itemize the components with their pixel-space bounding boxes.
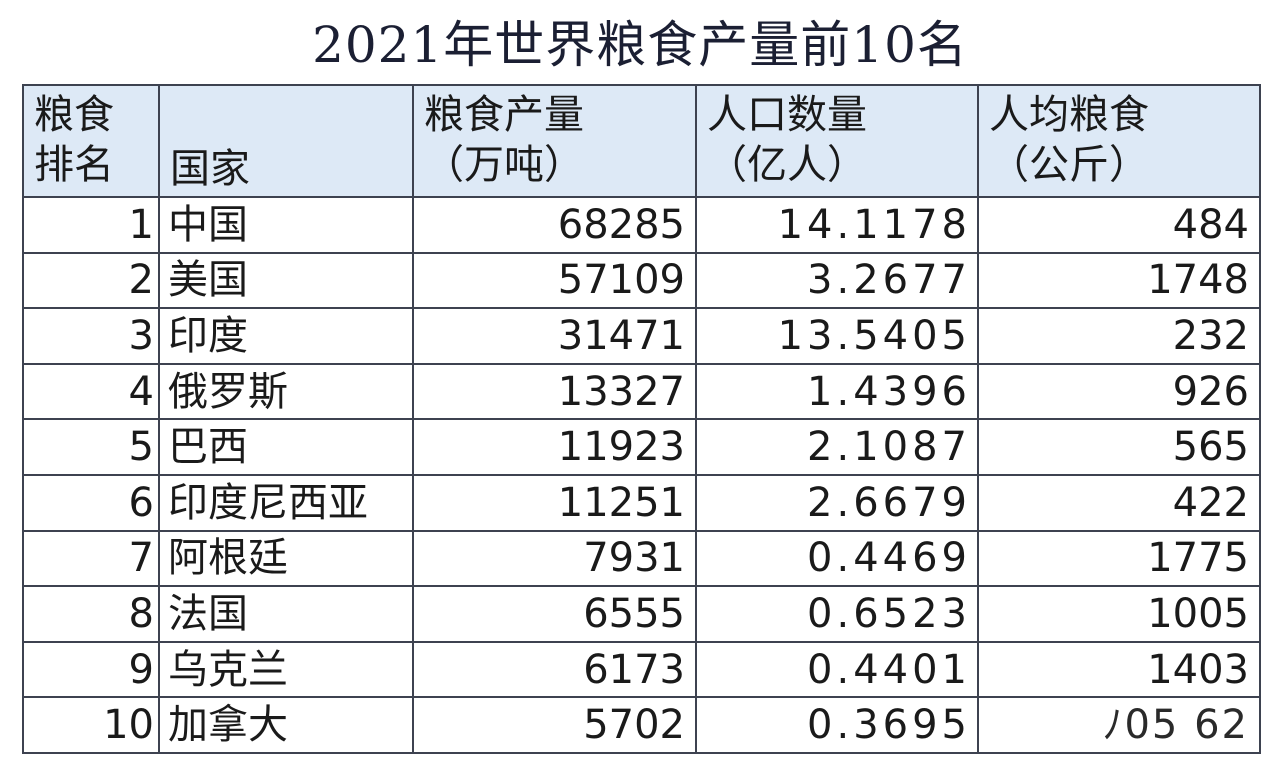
cell-population: 1.4396 — [695, 362, 979, 421]
cell-rank: 10 — [22, 696, 160, 754]
cell-rank: 6 — [22, 473, 160, 532]
table-row: 7 阿根廷 7931 0.4469 1775 — [22, 529, 1261, 588]
cell-country: 加拿大 — [158, 696, 414, 754]
cell-population: 0.4469 — [695, 529, 979, 588]
cell-per-capita: 422 — [977, 473, 1261, 532]
cell-country: 巴西 — [158, 418, 414, 476]
table-title: 2021年世界粮食产量前10名 — [312, 16, 968, 74]
header-production: 粮食产量 （万吨） — [412, 84, 697, 198]
cell-country: 俄罗斯 — [158, 362, 414, 421]
header-population-line-2: （亿人） — [707, 142, 867, 188]
header-per-capita-line-2: （公斤） — [989, 142, 1149, 188]
cell-production: 13327 — [412, 362, 697, 421]
cell-per-capita: 232 — [977, 307, 1261, 365]
cell-country: 阿根廷 — [158, 529, 414, 588]
table-row: 9 乌克兰 6173 0.4401 1403 — [22, 640, 1261, 699]
header-population: 人口数量 （亿人） — [695, 84, 979, 198]
table-row: 6 印度尼西亚 11251 2.6679 422 — [22, 473, 1261, 532]
table-row: 4 俄罗斯 13327 1.4396 926 — [22, 362, 1261, 421]
cell-production: 11923 — [412, 418, 697, 476]
cell-per-capita: 565 — [977, 418, 1261, 476]
cell-production: 6555 — [412, 585, 697, 643]
header-per-capita-line-1: 人均粮食 — [989, 92, 1149, 138]
table-row: 2 美国 57109 3.2677 1748 — [22, 251, 1261, 310]
cell-rank: 1 — [22, 196, 160, 254]
cell-population: 3.2677 — [695, 251, 979, 310]
header-production-line-2: （万吨） — [424, 142, 584, 188]
cell-population: 13.5405 — [695, 307, 979, 365]
table-row: 1 中国 68285 14.1178 484 — [22, 196, 1261, 254]
table-row: 10 加拿大 5702 0.3695 ﾉ05 62 — [22, 696, 1261, 754]
cell-production: 7931 — [412, 529, 697, 588]
cell-production: 5702 — [412, 696, 697, 754]
header-row: 粮食 排名 国家 粮食产量 （万吨） 人口数量 （亿人） 人均粮食 （公斤） — [22, 84, 1261, 198]
cell-country: 法国 — [158, 585, 414, 643]
header-rank: 粮食 排名 — [22, 84, 160, 198]
cell-rank: 3 — [22, 307, 160, 365]
cell-per-capita: 1005 — [977, 585, 1261, 643]
cell-production: 57109 — [412, 251, 697, 310]
cell-per-capita: ﾉ05 62 — [977, 696, 1261, 754]
cell-population: 0.3695 — [695, 696, 979, 754]
cell-per-capita: 1748 — [977, 251, 1261, 310]
table-row: 5 巴西 11923 2.1087 565 — [22, 418, 1261, 476]
cell-population: 2.1087 — [695, 418, 979, 476]
cell-country: 美国 — [158, 251, 414, 310]
cell-production: 11251 — [412, 473, 697, 532]
cell-population: 2.6679 — [695, 473, 979, 532]
grain-ranking-table: 粮食 排名 国家 粮食产量 （万吨） 人口数量 （亿人） 人均粮食 （公斤） 1… — [22, 84, 1261, 754]
header-rank-line-1: 粮食 — [34, 92, 114, 138]
header-population-line-1: 人口数量 — [707, 92, 867, 138]
cell-rank: 5 — [22, 418, 160, 476]
cell-country: 印度尼西亚 — [158, 473, 414, 532]
cell-per-capita: 1403 — [977, 640, 1261, 699]
header-production-line-1: 粮食产量 — [424, 92, 584, 138]
cell-rank: 8 — [22, 585, 160, 643]
header-rank-line-2: 排名 — [34, 142, 114, 188]
cell-population: 0.6523 — [695, 585, 979, 643]
cell-per-capita: 926 — [977, 362, 1261, 421]
cell-population: 14.1178 — [695, 196, 979, 254]
cell-rank: 2 — [22, 251, 160, 310]
header-country: 国家 — [158, 84, 414, 198]
header-per-capita: 人均粮食 （公斤） — [977, 84, 1261, 198]
cell-rank: 7 — [22, 529, 160, 588]
cell-country: 中国 — [158, 196, 414, 254]
cell-production: 6173 — [412, 640, 697, 699]
table-row: 3 印度 31471 13.5405 232 — [22, 307, 1261, 365]
cell-population: 0.4401 — [695, 640, 979, 699]
cell-rank: 9 — [22, 640, 160, 699]
cell-country: 乌克兰 — [158, 640, 414, 699]
table-row: 8 法国 6555 0.6523 1005 — [22, 585, 1261, 643]
cell-production: 68285 — [412, 196, 697, 254]
cell-per-capita: 1775 — [977, 529, 1261, 588]
cell-country: 印度 — [158, 307, 414, 365]
cell-rank: 4 — [22, 362, 160, 421]
cell-production: 31471 — [412, 307, 697, 365]
cell-per-capita: 484 — [977, 196, 1261, 254]
